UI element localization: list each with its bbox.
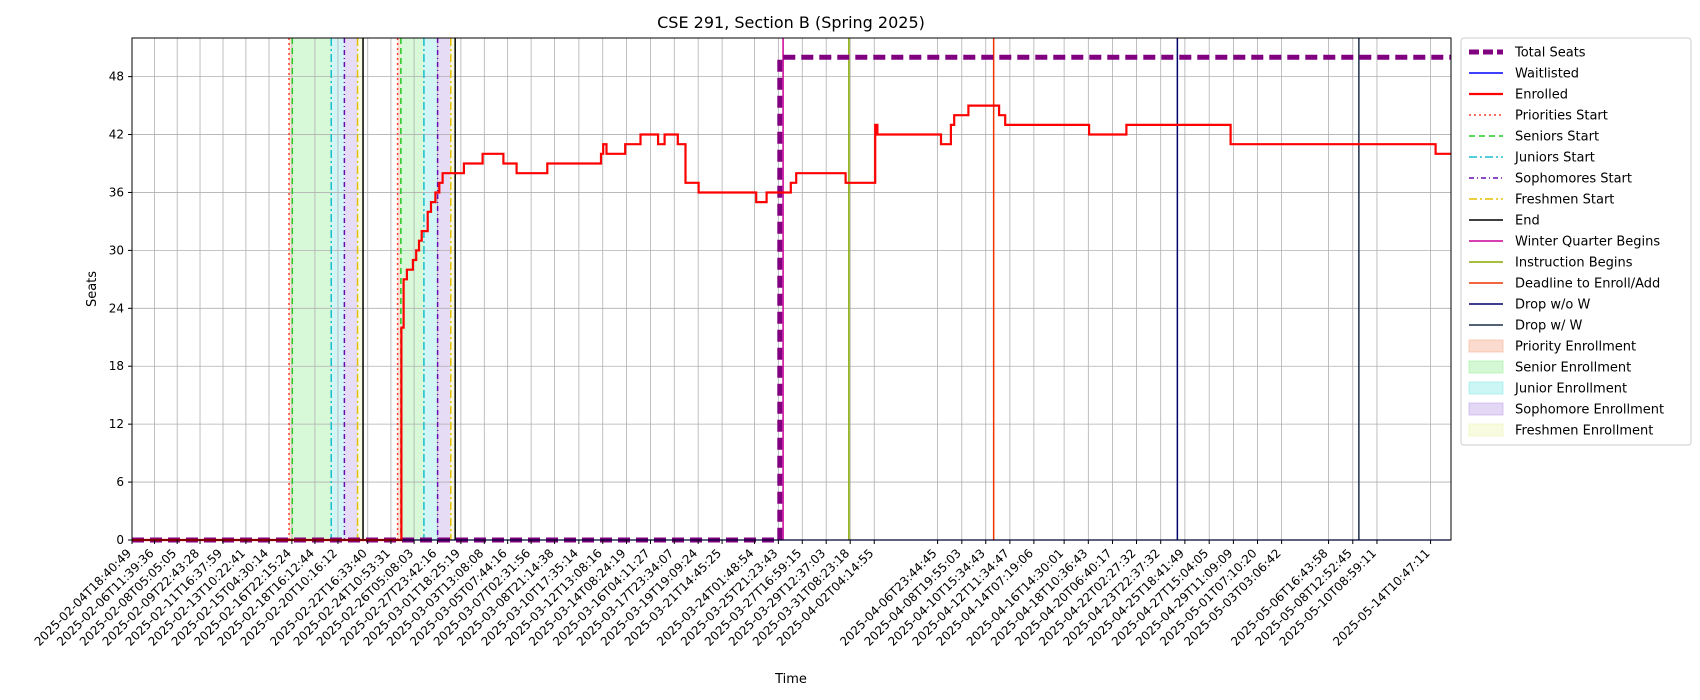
legend-frame xyxy=(1460,37,1692,446)
legend-swatch-junior-enrollment xyxy=(1468,381,1504,395)
legend-swatch-priority-enrollment xyxy=(1468,339,1504,353)
y-tick-label-12: 12 xyxy=(109,417,124,431)
legend-label-sophomore-enrollment: Sophomore Enrollment xyxy=(1515,403,1664,418)
legend-label-enrolled: Enrolled xyxy=(1515,88,1568,103)
series-total-seats xyxy=(132,54,1451,543)
legend-label-waitlisted: Waitlisted xyxy=(1515,67,1579,82)
span-senior-enrollment-1 xyxy=(400,38,424,540)
y-tick-label-42: 42 xyxy=(109,128,124,142)
enrollment-spans xyxy=(289,38,456,540)
y-tick-label-36: 36 xyxy=(109,185,124,199)
legend-label-seniors-start: Seniors Start xyxy=(1515,130,1599,145)
plot-frame xyxy=(131,37,1452,541)
y-tick-label-6: 6 xyxy=(116,475,124,489)
legend-label-sophomores-start: Sophomores Start xyxy=(1515,172,1632,187)
span-sophomore-enrollment-1 xyxy=(437,38,451,540)
span-freshmen-enrollment-1 xyxy=(450,38,456,540)
legend-label-instruction-begins: Instruction Begins xyxy=(1515,256,1633,271)
legend-swatch-freshmen-enrollment xyxy=(1468,423,1504,437)
legend-swatch-sophomore-enrollment xyxy=(1468,402,1504,416)
legend-label-end: End xyxy=(1515,214,1540,229)
legend: Total Seats Waitlisted Enrolled Priorities … xyxy=(1460,37,1692,446)
span-sophomore-enrollment-0 xyxy=(344,38,358,540)
y-axis-ticks: 0 6 12 18 24 30 36 42 48 xyxy=(109,70,132,547)
legend-label-freshmen-start: Freshmen Start xyxy=(1515,193,1614,208)
event-markers xyxy=(288,38,1360,540)
span-freshmen-enrollment-0 xyxy=(357,38,364,540)
span-priority-enrollment-1 xyxy=(397,38,401,540)
legend-label-junior-enrollment: Junior Enrollment xyxy=(1514,382,1627,397)
legend-label-drop-w-o-w: Drop w/o W xyxy=(1515,298,1591,313)
legend-label-priorities-start: Priorities Start xyxy=(1515,109,1608,124)
chart-title: CSE 291, Section B (Spring 2025) xyxy=(657,13,925,32)
legend-label-total-seats: Total Seats xyxy=(1514,46,1586,61)
y-tick-label-0: 0 xyxy=(116,533,124,547)
x-axis-ticks: 2025-02-04T18:40:492025-02-06T11:39:3620… xyxy=(32,540,1433,649)
span-junior-enrollment-1 xyxy=(423,38,438,540)
legend-label-deadline-to-enroll-add: Deadline to Enroll/Add xyxy=(1515,277,1660,292)
y-tick-label-30: 30 xyxy=(109,243,124,257)
legend-label-juniors-start: Juniors Start xyxy=(1514,151,1595,166)
legend-label-priority-enrollment: Priority Enrollment xyxy=(1515,340,1636,355)
y-tick-label-18: 18 xyxy=(109,359,124,373)
y-axis-label: Seats xyxy=(85,271,100,307)
legend-label-senior-enrollment: Senior Enrollment xyxy=(1515,361,1631,376)
legend-label-freshmen-enrollment: Freshmen Enrollment xyxy=(1515,424,1653,439)
span-senior-enrollment-0 xyxy=(292,38,332,540)
legend-swatch-senior-enrollment xyxy=(1468,360,1504,374)
legend-label-drop-w-w: Drop w/ W xyxy=(1515,319,1583,334)
series-enrolled xyxy=(132,104,1451,542)
x-tick-label-49: 2025-05-10T08:59:11 xyxy=(1277,546,1380,649)
legend-label-winter-quarter-begins: Winter Quarter Begins xyxy=(1515,235,1660,250)
x-axis-label: Time xyxy=(774,672,807,687)
y-tick-label-24: 24 xyxy=(109,301,124,315)
y-tick-label-48: 48 xyxy=(109,70,124,84)
span-priority-enrollment-0 xyxy=(289,38,293,540)
